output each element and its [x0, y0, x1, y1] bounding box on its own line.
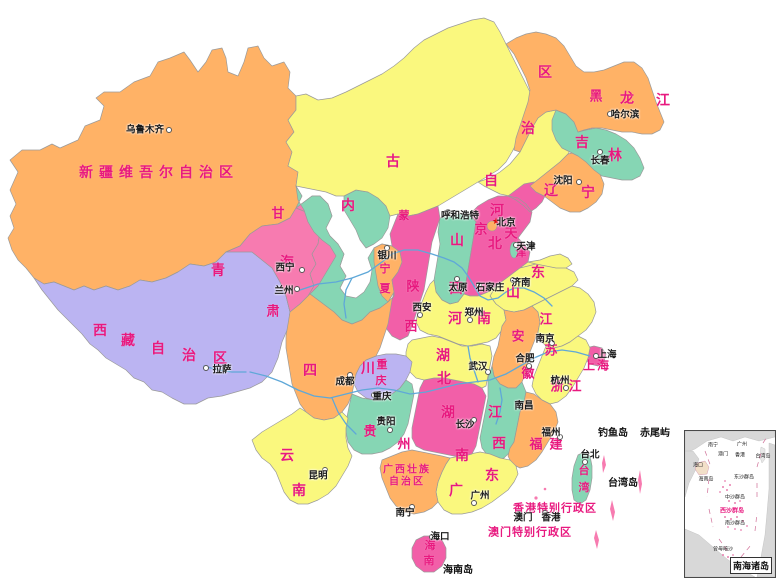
city-marker-icon: [542, 510, 548, 516]
city-marker-icon: [299, 267, 305, 273]
city-marker-icon: [387, 427, 393, 433]
south-sea-island-marks: [534, 455, 642, 549]
city-marker-icon: [526, 363, 532, 369]
city-marker-icon: [515, 400, 521, 406]
city-marker-icon: [476, 282, 482, 288]
city-marker-icon: [563, 385, 569, 391]
province-shape-guangdong: [435, 451, 519, 515]
river-tributary-3: [495, 387, 503, 425]
inset-landmass-east: [756, 442, 775, 577]
province-shape-beijing: [486, 220, 498, 232]
city-marker-icon: [516, 511, 522, 517]
inset-svg: [685, 431, 775, 577]
inset-title: 南海诸岛: [729, 557, 772, 574]
province-shape-guangxi: [379, 449, 451, 515]
river-yellow: [299, 249, 553, 307]
city-marker-icon: [417, 312, 423, 318]
south-china-sea-inset[interactable]: 南宁 广州 澳门 香港 台湾岛 海口 海南岛 东沙群岛 中沙群岛 西沙群岛 南沙群岛 曾母暗沙 南海诸…: [684, 430, 776, 578]
city-marker-icon: [445, 209, 451, 215]
river-tributary-5: [203, 365, 247, 373]
inset-mainland: [685, 431, 775, 454]
capital-star-icon: ★: [491, 217, 501, 227]
inset-nine-dash-line: [704, 436, 768, 558]
city-marker-icon: [593, 353, 599, 359]
province-shape-yunnan: [251, 407, 353, 505]
province-shape-zhejiang: [531, 335, 591, 405]
province-shape-sichuan: [285, 291, 395, 421]
city-marker-icon: [384, 245, 390, 251]
city-marker-icon: [454, 276, 460, 282]
city-marker-icon: [549, 340, 555, 346]
province-shape-hainan: [411, 535, 447, 573]
city-marker-icon: [294, 286, 300, 292]
city-marker-icon: [429, 534, 435, 540]
city-marker-icon: [409, 504, 415, 510]
province-shape-henan: [415, 279, 507, 347]
province-shape-taiwan: [571, 451, 593, 505]
river-tributary-4: [331, 397, 357, 435]
city-marker-icon: [597, 149, 603, 155]
city-marker-icon: [557, 434, 563, 440]
city-marker-icon: [582, 459, 588, 465]
city-marker-icon: [203, 365, 209, 371]
river-yangtze: [249, 349, 591, 399]
river-tributary-1: [343, 277, 353, 319]
river-tributary-2: [467, 345, 479, 383]
rivers-layer: [203, 249, 591, 435]
province-shape-liaoning: [529, 151, 605, 213]
province-shape-hubei: [405, 335, 493, 389]
city-marker-icon: [347, 372, 353, 378]
province-shape-heilongjiang: [505, 31, 665, 153]
city-marker-icon: [513, 242, 519, 248]
city-marker-icon: [371, 392, 377, 398]
city-marker-icon: [471, 500, 477, 506]
city-marker-icon: [467, 317, 473, 323]
city-marker-icon: [510, 277, 516, 283]
city-marker-icon: [607, 111, 613, 117]
city-marker-icon: [166, 127, 172, 133]
province-shape-jilin: [551, 109, 645, 181]
province-shape-tibet: [33, 245, 291, 405]
inset-landmass-west: [685, 450, 700, 498]
inset-hainan: [694, 460, 710, 476]
inset-island-dots: [719, 480, 748, 558]
city-marker-icon: [576, 179, 582, 185]
city-marker-icon: [485, 369, 491, 375]
city-marker-icon: [322, 467, 328, 473]
city-marker-icon: [471, 417, 477, 423]
